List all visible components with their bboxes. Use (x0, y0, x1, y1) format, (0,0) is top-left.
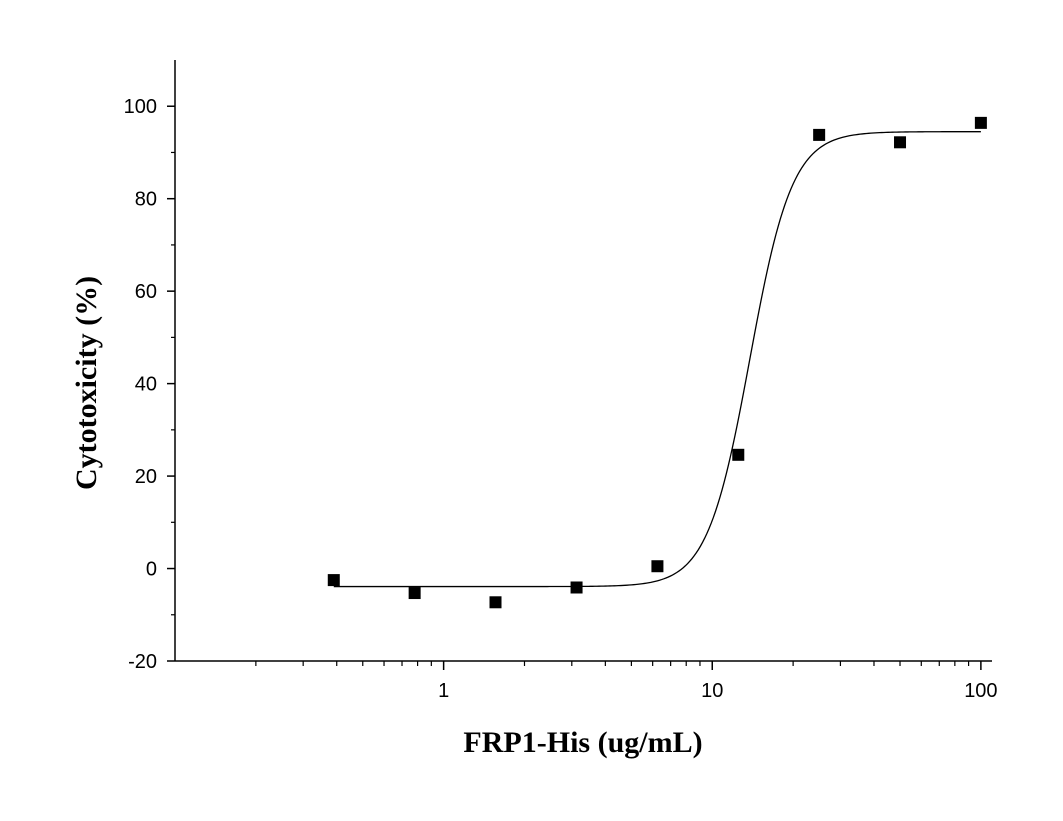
y-tick-label: 80 (135, 189, 157, 211)
x-tick-label: 100 (964, 680, 997, 702)
data-point (732, 448, 745, 461)
fit-curve-line (333, 131, 981, 588)
data-point (489, 596, 502, 609)
data-point (651, 560, 664, 573)
plot-area (174, 60, 992, 662)
data-point (894, 136, 907, 149)
y-tick-label: -20 (128, 651, 157, 673)
x-axis-ticks: 1 10 100 (255, 661, 998, 702)
y-axis-title: Cytotoxicity (%) (70, 276, 103, 490)
y-tick-label: 40 (135, 374, 157, 396)
x-tick-label: 10 (701, 680, 723, 702)
y-tick-label: 100 (124, 96, 157, 118)
data-point (570, 581, 583, 594)
x-tick-label: 1 (438, 680, 449, 702)
data-point (974, 116, 987, 129)
data-points (327, 116, 987, 609)
y-tick-label: 60 (135, 281, 157, 303)
data-point (408, 587, 421, 600)
y-tick-label: 0 (146, 559, 157, 581)
x-axis-title: FRP1-His (ug/mL) (463, 726, 702, 759)
y-axis-ticks: -20 0 20 40 60 80 100 (124, 96, 175, 673)
data-point (813, 128, 826, 141)
y-tick-label: 20 (135, 466, 157, 488)
data-point (327, 574, 340, 587)
